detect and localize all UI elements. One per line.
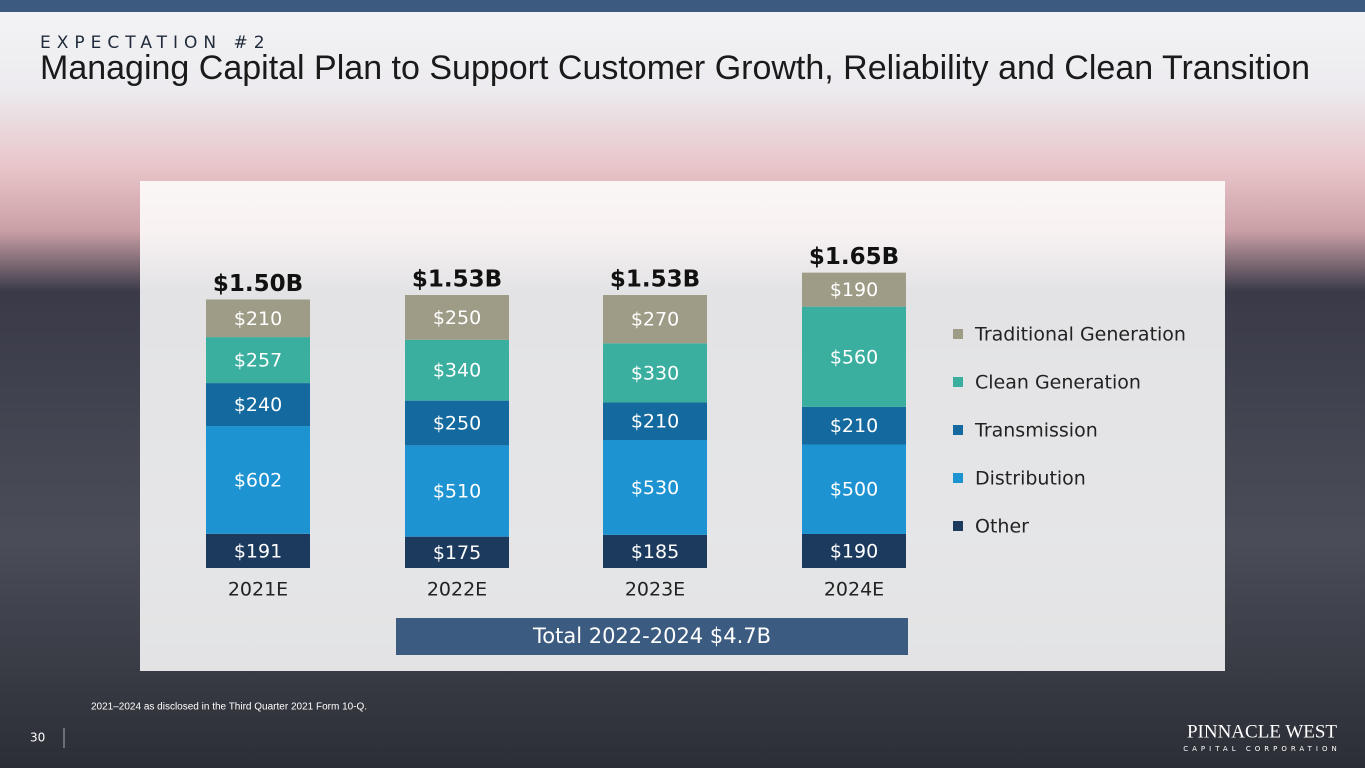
bar-segment — [802, 406, 906, 445]
value-label: $340 — [433, 360, 481, 382]
value-label: $190 — [830, 279, 878, 301]
bar-segment — [603, 295, 707, 344]
bar-segment — [405, 400, 509, 446]
top-bar — [0, 0, 1365, 12]
chart: $191 $602 $240 $257 $210 $1.50B 2021E $175 $510 $… — [206, 244, 1186, 601]
bar-segment — [405, 536, 509, 568]
legend-swatch — [953, 473, 963, 483]
x-tick-label: 2024E — [824, 579, 884, 601]
value-label: $210 — [830, 415, 878, 437]
value-label: $257 — [234, 350, 282, 372]
bar-segment — [802, 306, 906, 407]
bar-segment — [206, 337, 310, 384]
value-label: $560 — [830, 346, 878, 368]
value-label: $191 — [234, 540, 282, 562]
value-label: $330 — [631, 362, 679, 384]
legend-swatch — [953, 425, 963, 435]
value-label: $210 — [234, 308, 282, 330]
value-label: $500 — [830, 479, 878, 501]
legend-swatch — [953, 521, 963, 531]
bar-segment — [802, 444, 906, 534]
bar-segment — [802, 533, 906, 568]
logo-subtitle: CAPITAL CORPORATION — [1183, 745, 1341, 753]
legend-label: Traditional Generation — [974, 324, 1186, 346]
value-label: $530 — [631, 477, 679, 499]
title: Managing Capital Plan to Support Custome… — [40, 50, 1310, 87]
legend-label: Other — [975, 516, 1029, 538]
bar-segment — [603, 402, 707, 441]
value-label: $250 — [433, 413, 481, 435]
legend-label: Clean Generation — [975, 372, 1141, 394]
legend-swatch — [953, 377, 963, 387]
value-label: $210 — [631, 411, 679, 433]
bar-segment — [405, 295, 509, 340]
bar-segment — [802, 272, 906, 307]
total-label: $1.53B — [412, 267, 502, 293]
value-label: $190 — [830, 540, 878, 562]
total-label: $1.50B — [213, 271, 303, 297]
bar-segment — [603, 534, 707, 568]
title-box: Managing Capital Plan to Support Custome… — [40, 50, 1310, 87]
kicker: EXPECTATION #2 — [40, 33, 271, 53]
bar-segment — [603, 440, 707, 535]
bar-segment — [206, 533, 310, 568]
legend-label: Transmission — [974, 420, 1098, 442]
total-label: $1.53B — [610, 267, 700, 293]
value-label: $270 — [631, 309, 679, 331]
bar-segment — [405, 339, 509, 401]
x-tick-label: 2022E — [427, 579, 487, 601]
total-banner: Total 2022-2024 $4.7B — [532, 624, 771, 648]
value-label: $250 — [433, 307, 481, 329]
value-label: $185 — [631, 541, 679, 563]
footnote: 2021–2024 as disclosed in the Third Quar… — [91, 702, 367, 713]
bar-segment — [206, 383, 310, 427]
total-label: $1.65B — [809, 244, 899, 270]
legend-label: Distribution — [975, 468, 1086, 490]
bar-segment — [603, 343, 707, 403]
bar-segment — [206, 426, 310, 534]
bar-segment — [405, 445, 509, 537]
page-number: 30 — [30, 731, 45, 745]
value-label: $602 — [234, 469, 282, 491]
x-tick-label: 2021E — [228, 579, 288, 601]
value-label: $510 — [433, 481, 481, 503]
bar-segment — [206, 299, 310, 338]
x-tick-label: 2023E — [625, 579, 685, 601]
logo-name: PINNACLE WEST — [1187, 721, 1337, 742]
total-banner-box — [396, 618, 908, 655]
legend-swatch — [953, 329, 963, 339]
value-label: $175 — [433, 542, 481, 564]
value-label: $240 — [234, 394, 282, 416]
